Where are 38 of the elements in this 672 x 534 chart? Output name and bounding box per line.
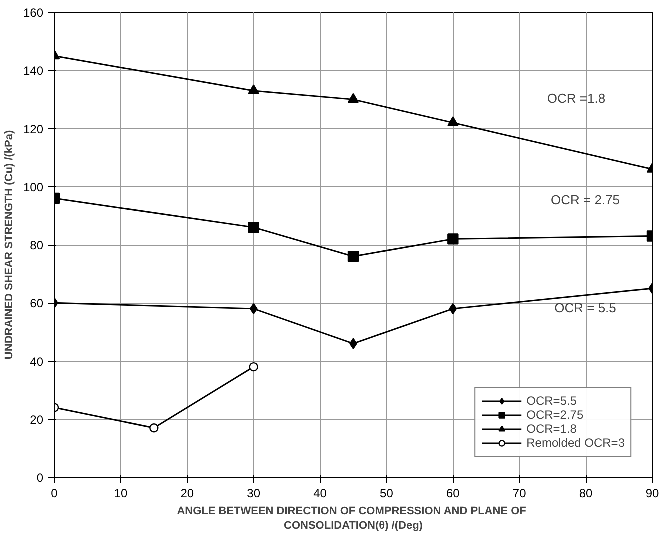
point — [348, 93, 360, 104]
point — [449, 303, 458, 315]
x-tick-label: 60 — [446, 486, 460, 500]
legend-label: OCR=5.5 — [526, 394, 577, 408]
x-tick-label: 80 — [579, 486, 594, 500]
x-tick-label: 30 — [247, 486, 261, 500]
y-tick-label: 40 — [30, 354, 44, 369]
point — [248, 222, 260, 234]
y-axis-title: UNDRAINED SHEAR STRENGTH (Cu) /(kPa) — [3, 130, 16, 360]
x-tick-label: 90 — [646, 486, 660, 500]
point — [448, 234, 459, 245]
point — [348, 251, 360, 262]
y-tick-label: 80 — [30, 238, 44, 252]
x-axis-title: ANGLE BETWEEN DIRECTION OF COMPRESSION AND PLANE OF CONSOLIDATION(θ) /(Deg) — [177, 506, 527, 532]
x-tick-label: 10 — [114, 486, 128, 500]
x-tick-label: 70 — [512, 486, 527, 500]
annotation: OCR =1.8 — [547, 91, 606, 106]
x-tick-label: 0 — [51, 486, 58, 500]
legend-label: OCR=2.75 — [526, 408, 584, 422]
x-tick-label: 40 — [314, 486, 328, 500]
y-tick-label: 100 — [23, 180, 44, 194]
y-tick-label: 160 — [23, 6, 44, 20]
y-tick-label: 20 — [30, 412, 44, 427]
x-tick-label: 50 — [380, 486, 394, 500]
y-tick-label: 120 — [23, 122, 44, 136]
point — [250, 303, 258, 315]
x-tick-label: 20 — [180, 486, 194, 500]
point — [249, 362, 258, 372]
y-tick-label: 0 — [36, 471, 44, 485]
point — [248, 84, 260, 94]
legend-label: OCR=1.8 — [526, 422, 577, 436]
annotation: OCR = 2.75 — [550, 192, 620, 208]
y-tick-label: 60 — [30, 296, 44, 311]
legend-label: Remolded OCR=3 — [526, 436, 625, 450]
point — [150, 424, 159, 433]
y-tick-label: 140 — [23, 64, 44, 78]
annotation: OCR = 5.5 — [554, 300, 616, 316]
point — [448, 116, 459, 126]
